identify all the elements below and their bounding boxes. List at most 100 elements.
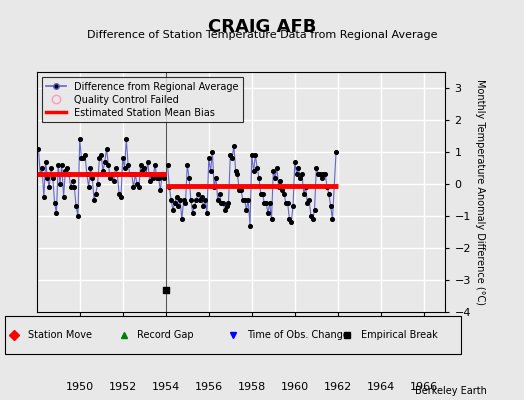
Point [169, 206, 177, 213]
Point [300, 190, 308, 197]
Point [45, 184, 53, 190]
Point [257, 190, 265, 197]
Point [219, 200, 227, 206]
Point [170, 200, 179, 206]
Point [224, 200, 233, 206]
Point [242, 206, 250, 213]
Point [167, 197, 176, 203]
Point [133, 181, 141, 187]
Point [99, 168, 107, 174]
Point [278, 187, 287, 194]
Point [253, 165, 261, 171]
Point [203, 210, 211, 216]
Point [269, 168, 278, 174]
Point [152, 174, 161, 181]
Point [174, 203, 182, 210]
Point [194, 190, 202, 197]
Point [199, 203, 208, 210]
Point [215, 190, 224, 197]
Point [122, 136, 130, 142]
Point [280, 190, 288, 197]
Point [40, 194, 48, 200]
Point [161, 286, 170, 293]
Point [79, 155, 88, 162]
Point [235, 187, 244, 194]
Point [104, 162, 113, 168]
Point [43, 174, 52, 181]
Point [237, 187, 245, 194]
Point [176, 197, 184, 203]
Point [81, 152, 89, 158]
Text: 1960: 1960 [281, 382, 309, 392]
Point [266, 200, 274, 206]
Point [292, 171, 301, 178]
Point [303, 200, 312, 206]
Point [124, 162, 132, 168]
Point [172, 194, 181, 200]
Point [136, 162, 145, 168]
Point [158, 171, 166, 178]
Point [244, 197, 253, 203]
Point [325, 190, 333, 197]
Point [307, 213, 315, 219]
Point [332, 149, 340, 155]
Point [264, 210, 272, 216]
Point [75, 136, 84, 142]
Point [84, 184, 93, 190]
Point [72, 203, 80, 210]
Point [251, 152, 259, 158]
Point [110, 178, 118, 184]
Point [121, 165, 129, 171]
Point [275, 184, 283, 190]
Point [151, 162, 159, 168]
Point [36, 171, 45, 178]
Point [195, 197, 204, 203]
Point [115, 190, 123, 197]
Text: 1952: 1952 [108, 382, 137, 392]
Point [305, 197, 313, 203]
Point [316, 171, 324, 178]
Point [206, 168, 215, 174]
Point [165, 184, 173, 190]
Point [289, 203, 297, 210]
Point [210, 184, 219, 190]
Point [65, 171, 73, 178]
Point [74, 213, 82, 219]
Point [298, 171, 306, 178]
Text: Station Move: Station Move [28, 330, 92, 340]
Point [70, 184, 79, 190]
Point [201, 197, 210, 203]
Text: CRAIG AFB: CRAIG AFB [208, 18, 316, 36]
Point [163, 162, 172, 168]
Text: 1956: 1956 [195, 382, 223, 392]
Point [262, 200, 270, 206]
Point [228, 155, 236, 162]
Point [144, 158, 152, 165]
Point [41, 158, 50, 165]
Point [226, 152, 234, 158]
Point [86, 165, 95, 171]
Point [198, 194, 206, 200]
Point [208, 149, 216, 155]
Point [126, 171, 134, 178]
Point [102, 146, 111, 152]
Point [272, 165, 281, 171]
Point [296, 174, 304, 181]
Point [61, 168, 70, 174]
Point [127, 171, 136, 178]
Point [67, 184, 75, 190]
Point [233, 171, 242, 178]
Point [156, 187, 165, 194]
Point [310, 206, 319, 213]
Point [49, 174, 57, 181]
Point [142, 171, 150, 178]
Point [283, 200, 292, 206]
Point [312, 165, 321, 171]
Point [147, 171, 156, 178]
Point [267, 216, 276, 222]
Point [185, 174, 193, 181]
Point [97, 152, 105, 158]
Point [321, 171, 330, 178]
Point [294, 165, 302, 171]
Point [190, 203, 199, 210]
